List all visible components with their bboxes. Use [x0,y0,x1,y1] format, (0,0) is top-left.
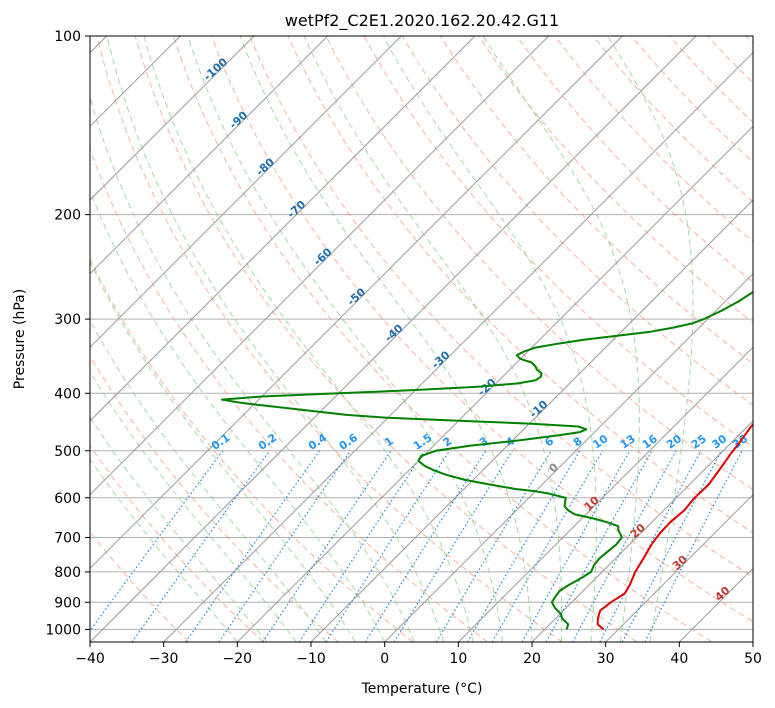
y-tick-label: 100 [54,29,81,45]
isotherm-line [90,36,402,349]
isotherm-line [90,36,550,496]
moist-adiabat [90,189,386,642]
moist-adiabat [143,36,474,642]
moist-adiabat [187,36,503,642]
isotherm-line [90,36,697,642]
mixing-ratio-line [644,450,743,642]
x-tick-label: 0 [380,651,389,667]
y-tick-label: 800 [54,565,81,581]
moist-adiabat [607,36,694,642]
moist-adiabat [90,95,415,642]
temperature-profile [596,422,753,631]
moist-adiabat [106,36,445,642]
isotherm-line [90,36,329,275]
mixing-ratio-line [298,450,426,642]
mixing-ratio-line [185,450,321,642]
moist-adiabat [382,36,597,642]
moist-adiabat [482,36,640,642]
x-axis-label: Temperature (°C) [361,681,483,697]
mixing-ratio-line [90,450,224,632]
background-lines [90,36,753,642]
isotherm-line [457,346,753,642]
mixing-ratio-line [545,450,653,642]
x-tick-label: 10 [449,651,467,667]
moist-adiabat [90,319,327,642]
mixing-ratio-line [364,450,487,642]
mixing-ratio-line [262,450,392,642]
x-tick-label: 20 [523,651,541,667]
moist-adiabat [90,260,356,642]
mixing-ratio-line [435,450,552,642]
isotherm-line [384,272,753,642]
x-tick-label: −10 [296,651,326,667]
chart-title: wetPf2_C2E1.2020.162.20.42.G11 [285,11,559,31]
moist-adiabat [303,36,563,642]
dry-adiabat [516,36,753,283]
dry-adiabat [287,36,753,534]
dry-adiabat [90,444,264,642]
dewpoint-profile [220,290,753,630]
moist-adiabat [90,416,268,642]
dry-adiabat [211,36,753,623]
plot-frame [89,35,754,643]
moist-adiabat [90,370,297,642]
y-tick-label: 600 [54,491,81,507]
isotherm-line [605,493,753,642]
isotherm-line [236,125,753,642]
dry-adiabat [172,36,712,642]
mixing-ratio-line [218,450,351,642]
mixing-ratio-line [572,450,677,642]
mixing-ratio-line [521,450,631,642]
y-tick-label: 700 [54,531,81,547]
isotherm-line [531,420,753,642]
mixing-ratio-line [131,450,271,642]
series-lines [220,290,753,631]
y-tick-label: 900 [54,595,81,611]
y-axis-label: Pressure (hPa) [12,289,28,389]
dry-adiabat [90,257,414,642]
x-tick-label: 40 [670,651,688,667]
x-tick-label: −20 [223,651,253,667]
isotherm-line [163,51,753,642]
y-tick-label: 400 [54,386,81,402]
dry-adiabat [134,36,638,642]
y-tick-label: 200 [54,208,81,224]
moist-adiabat [90,458,238,642]
y-tick-label: 300 [54,312,81,328]
y-tick-label: 500 [54,444,81,460]
dry-adiabat [96,36,563,642]
x-axis: −40 −30 −20 −10 0 10 20 30 40 50 [75,642,762,667]
isotherm-line [90,36,476,422]
x-tick-label: −30 [149,651,179,667]
y-tick-label: 1000 [45,622,81,638]
isotherm-line [90,36,255,201]
mixing-ratio-line [325,450,451,642]
dry-adiabat [325,36,753,491]
x-tick-label: 30 [597,651,615,667]
isotherm-line [310,199,753,642]
dry-adiabat [90,354,339,642]
x-tick-label: −40 [75,651,105,667]
dry-adiabat [249,36,753,578]
y-axis: 1000 900 800 700 600 500 400 300 200 100 [45,29,90,638]
moist-adiabat [239,36,533,642]
isotherm-line [90,36,623,570]
x-tick-label: 50 [744,651,762,667]
